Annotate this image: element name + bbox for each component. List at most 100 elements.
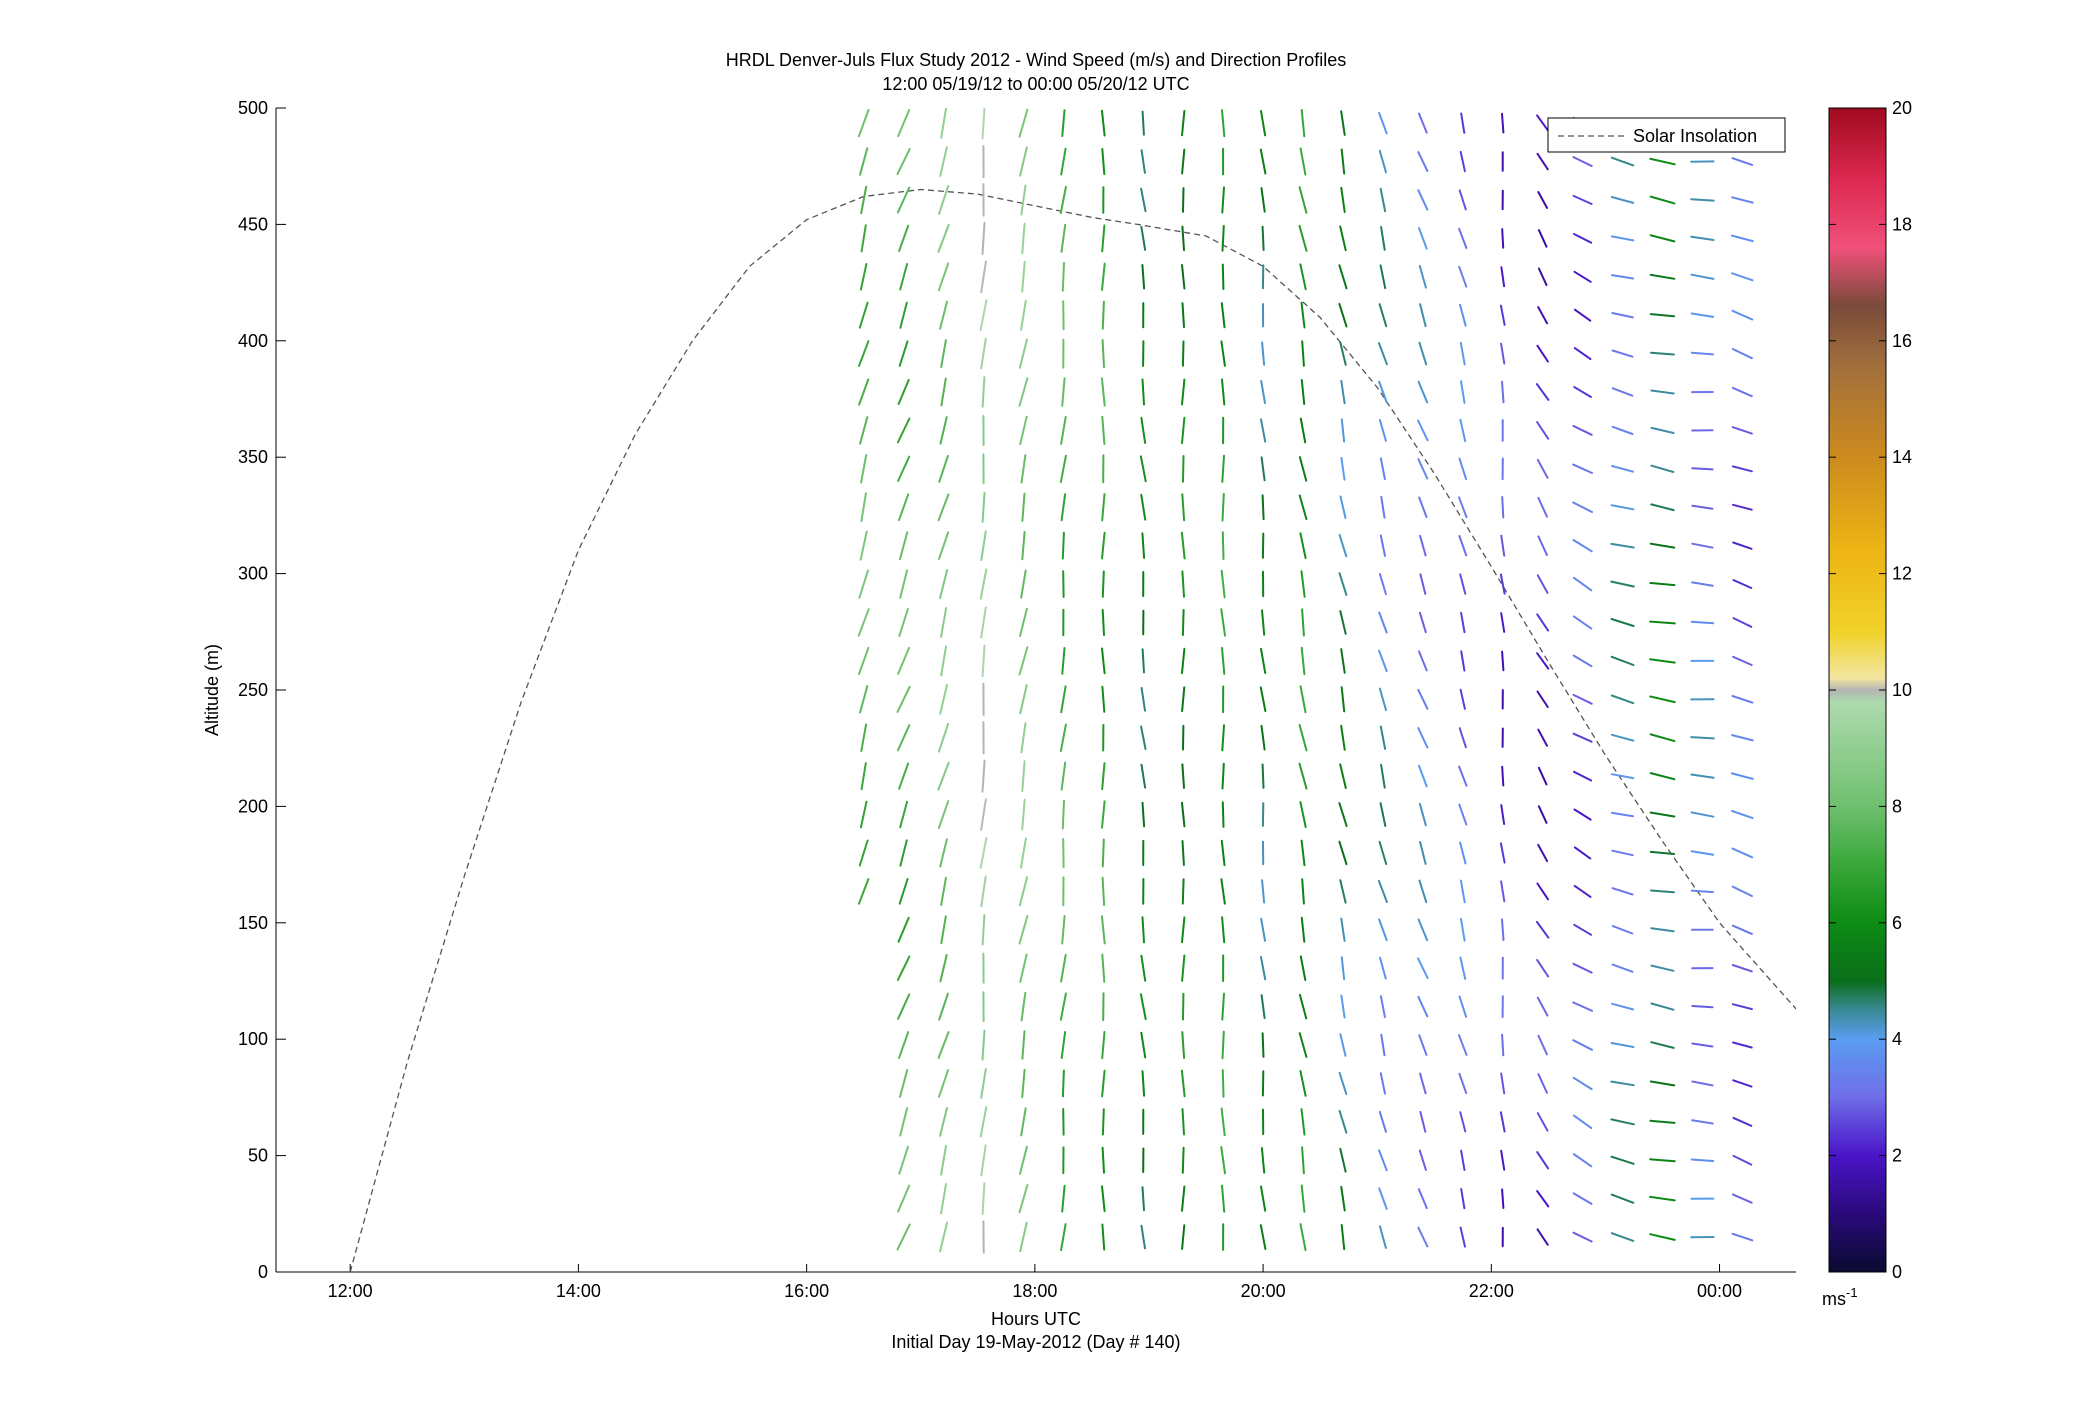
wind-vector xyxy=(1061,377,1066,407)
wind-vector xyxy=(1019,953,1028,983)
wind-vector xyxy=(1181,1108,1185,1136)
wind-vector xyxy=(981,914,986,946)
wind-vector xyxy=(1339,225,1347,252)
wind-vector xyxy=(1732,617,1753,628)
wind-vector xyxy=(1101,800,1106,829)
wind-vector xyxy=(1140,225,1147,251)
wind-vector xyxy=(1181,1185,1186,1212)
wind-vector xyxy=(859,800,868,829)
wind-vector xyxy=(1649,695,1676,704)
wind-vector xyxy=(1181,1146,1185,1174)
wind-vector xyxy=(1572,425,1593,436)
wind-vector xyxy=(939,300,948,330)
wind-vector xyxy=(940,1144,947,1176)
wind-vector xyxy=(897,1184,911,1213)
wind-vector xyxy=(1650,503,1675,512)
wind-vector xyxy=(1458,803,1468,826)
wind-vector xyxy=(981,1029,986,1061)
wind-vector xyxy=(860,492,867,523)
wind-vector xyxy=(1020,569,1027,599)
x-tick-label: 00:00 xyxy=(1697,1281,1742,1301)
wind-vector xyxy=(1101,647,1106,675)
wind-vector xyxy=(1059,185,1067,215)
wind-vector xyxy=(1061,1184,1066,1213)
wind-vector xyxy=(1650,889,1675,894)
wind-vector xyxy=(898,762,910,790)
wind-vectors xyxy=(857,108,1754,1254)
wind-vector xyxy=(1340,1224,1346,1251)
wind-vector xyxy=(1101,1146,1105,1174)
wind-vector xyxy=(1220,569,1226,599)
wind-vector xyxy=(1298,494,1308,521)
wind-vector xyxy=(1260,418,1267,443)
wind-vector xyxy=(1459,418,1467,443)
wind-vector xyxy=(1501,496,1505,519)
wind-vector xyxy=(858,301,869,329)
wind-vector xyxy=(1338,534,1348,558)
wind-vector xyxy=(896,1223,911,1251)
wind-vector xyxy=(1610,1232,1635,1242)
wind-vector xyxy=(1020,454,1027,484)
y-tick-label: 300 xyxy=(238,564,268,584)
wind-vector xyxy=(1181,302,1185,329)
wind-vector xyxy=(1101,876,1106,906)
wind-vector xyxy=(1260,1185,1267,1212)
wind-vector xyxy=(1459,841,1467,865)
wind-vector xyxy=(1298,993,1308,1020)
wind-vector xyxy=(1298,456,1308,482)
wind-vector xyxy=(1611,811,1635,818)
wind-vector xyxy=(1221,992,1225,1021)
wind-vector xyxy=(1610,1118,1635,1126)
wind-vector xyxy=(1458,1072,1468,1095)
legend-solar-label: Solar Insolation xyxy=(1633,126,1757,146)
wind-vector xyxy=(1417,1226,1429,1248)
wind-vector xyxy=(1339,879,1347,904)
wind-vector xyxy=(938,1069,950,1098)
wind-vector xyxy=(1691,581,1714,587)
wind-vector xyxy=(1499,842,1506,864)
wind-vector xyxy=(1610,156,1635,167)
wind-vector xyxy=(1691,1042,1714,1048)
wind-vector xyxy=(1690,198,1715,202)
wind-vector xyxy=(1535,920,1550,939)
wind-vector xyxy=(1221,1184,1226,1213)
wind-vector xyxy=(1338,1071,1348,1096)
y-axis-label: Altitude (m) xyxy=(202,644,222,736)
wind-vector xyxy=(1417,918,1429,942)
wind-vector xyxy=(1379,457,1386,481)
wind-vector xyxy=(899,839,908,867)
wind-vector xyxy=(1259,686,1267,713)
wind-vector xyxy=(1340,956,1346,981)
wind-vector xyxy=(939,954,948,983)
wind-vector xyxy=(1021,531,1026,561)
x-tick-label: 18:00 xyxy=(1012,1281,1057,1301)
wind-vector xyxy=(1101,493,1106,522)
wind-vector xyxy=(1182,187,1185,213)
wind-vector xyxy=(1732,579,1753,589)
wind-vector xyxy=(1181,878,1185,905)
wind-vector xyxy=(1221,186,1225,214)
wind-vector xyxy=(1261,763,1265,789)
wind-vector xyxy=(1101,531,1106,560)
wind-vector xyxy=(1690,235,1715,241)
wind-vector xyxy=(858,839,869,867)
wind-vector xyxy=(1059,454,1067,483)
wind-vector xyxy=(1691,1005,1714,1009)
wind-vector xyxy=(1260,110,1267,137)
wind-vector xyxy=(1340,1185,1346,1212)
wind-vector xyxy=(1537,766,1548,786)
wind-vector xyxy=(981,108,986,140)
wind-vector xyxy=(1650,927,1675,933)
wind-vector xyxy=(1537,267,1548,287)
wind-vector xyxy=(1300,916,1306,943)
wind-vector xyxy=(1141,378,1145,406)
wind-vector xyxy=(939,569,949,599)
wind-vector xyxy=(1378,649,1388,673)
wind-vector xyxy=(1501,1188,1505,1209)
wind-vector xyxy=(981,644,986,678)
colorbar-ticks: 0 2 4 6 8 10 12 14 16 18 20 xyxy=(1829,98,1912,1282)
wind-vector xyxy=(1536,458,1549,479)
wind-vector xyxy=(980,1068,987,1099)
plot-area xyxy=(276,108,1796,1272)
